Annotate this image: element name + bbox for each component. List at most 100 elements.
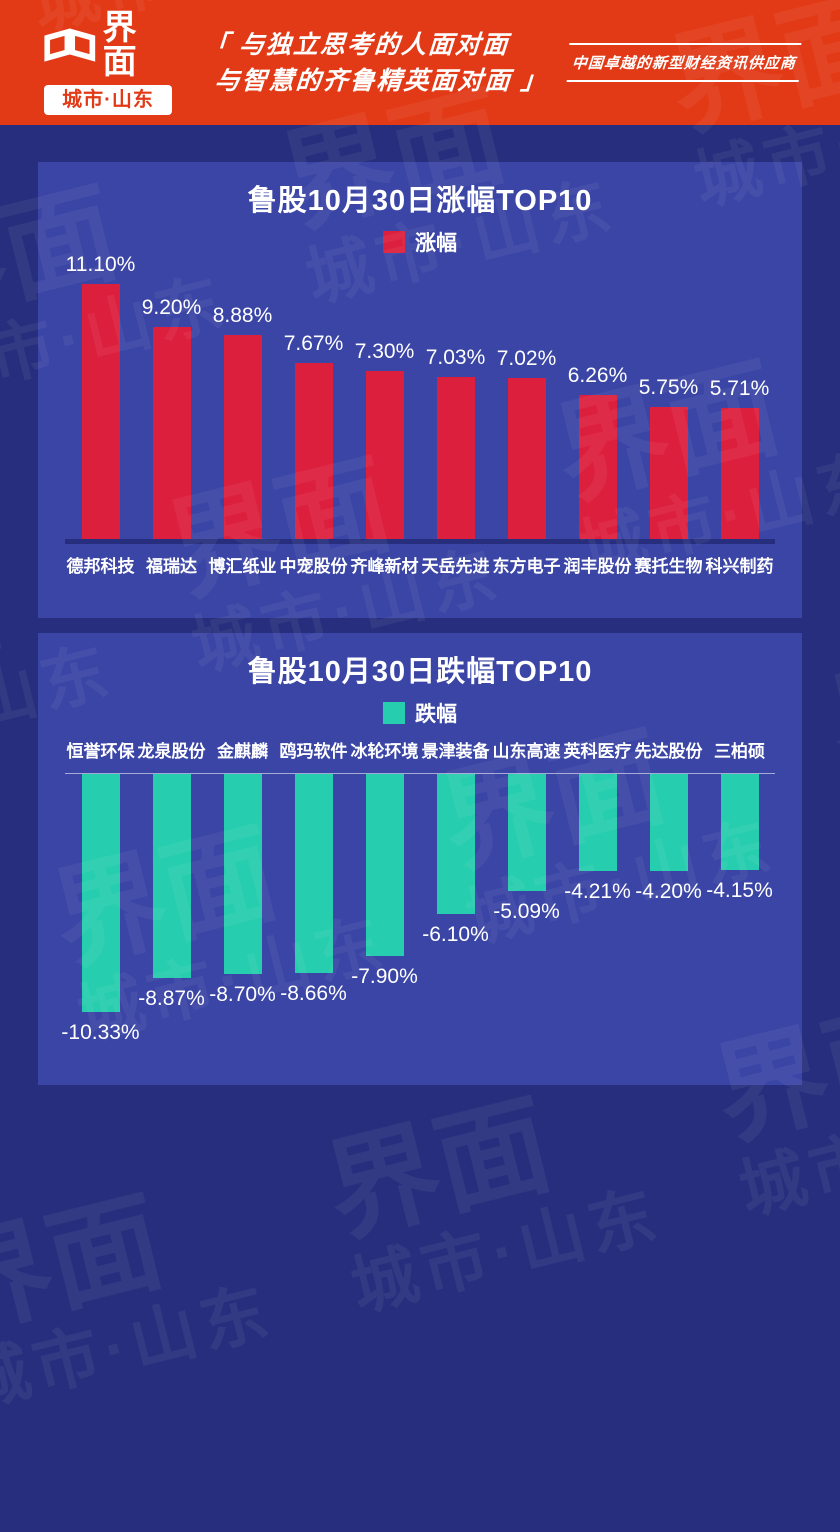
category-label: 赛托生物 xyxy=(634,557,703,576)
category-label: 中宠股份 xyxy=(279,557,348,576)
bar-value-label: 6.26% xyxy=(567,364,628,387)
tagline-line2: 与智慧的齐鲁精英面对面 」 xyxy=(213,66,549,95)
category-label: 景津装备 xyxy=(421,742,490,761)
gainers-legend: 涨幅 xyxy=(38,230,802,255)
category-label: 德邦科技 xyxy=(66,557,135,576)
category-label: 博汇纸业 xyxy=(208,557,277,576)
bar-value-label: -4.20% xyxy=(635,879,702,903)
watermark-tile: 界面城市·山东 xyxy=(0,1177,281,1422)
bar-value-label: 7.30% xyxy=(354,340,415,364)
bar-column: 8.88% xyxy=(207,254,278,539)
bar-column: 11.10% xyxy=(65,252,136,539)
bar-value-label: 5.75% xyxy=(638,375,699,399)
logo-region-badge: 城市·山东 xyxy=(44,84,172,115)
header-slogan: 中国卓越的新型财经资讯供应商 xyxy=(566,43,802,82)
bar-column: 5.75% xyxy=(633,254,704,539)
bar xyxy=(365,371,404,539)
category-label: 福瑞达 xyxy=(146,557,197,576)
bar-value-label: 11.10% xyxy=(65,252,136,276)
bar-value-label: -5.09% xyxy=(493,900,560,924)
bar xyxy=(294,774,333,974)
gainers-legend-swatch xyxy=(383,231,405,253)
category-label: 英科医疗 xyxy=(563,742,632,761)
losers-legend: 跌幅 xyxy=(38,701,802,726)
tagline-line1: 「 与独立思考的人面对面 xyxy=(202,30,511,59)
category-label: 齐峰新材 xyxy=(350,557,419,576)
bar-value-label: -4.21% xyxy=(564,879,631,903)
bar-value-label: 7.03% xyxy=(425,346,486,370)
bar xyxy=(720,407,759,539)
watermark-tile: 界面城市·山东 xyxy=(314,1081,669,1325)
bar-column: 7.30% xyxy=(349,254,420,539)
bar-value-label: 9.20% xyxy=(141,296,202,320)
header-tagline: 「 与独立思考的人面对面 与智慧的齐鲁精英面对面 」 xyxy=(199,27,551,99)
bar xyxy=(436,774,475,915)
bar xyxy=(81,283,120,539)
bar-value-label: -8.70% xyxy=(209,983,276,1007)
category-label: 东方电子 xyxy=(492,557,561,576)
bar-column: -4.21% xyxy=(562,774,633,905)
bar-column: -10.33% xyxy=(61,774,140,1046)
losers-legend-swatch xyxy=(383,702,405,724)
losers-card: 鲁股10月30日跌幅TOP10 跌幅 恒誉环保 龙泉股份 金麒麟 鸥玛软件 冰轮环境 景津… xyxy=(38,633,802,1085)
bar xyxy=(578,774,617,871)
losers-category-row: 恒誉环保 龙泉股份 金麒麟 鸥玛软件 冰轮环境 景津装备 山东高速 英科医疗 先达股份 三柏硕 xyxy=(38,739,802,765)
category-label: 三柏硕 xyxy=(714,742,765,761)
logo-brand-text: 界面 xyxy=(102,8,138,81)
bar xyxy=(152,327,191,539)
gainers-plot: 11.10% 9.20% 8.88% 7.67% 7.30% 7.03% 7.02% 6.26… xyxy=(38,252,802,539)
bar-column: -8.70% xyxy=(207,774,278,1008)
bar-column: 7.67% xyxy=(278,254,349,539)
bar xyxy=(578,395,617,539)
page: { "header": { "logo": { "brand": "界面", "… xyxy=(0,0,840,1421)
category-label: 山东高速 xyxy=(492,742,561,761)
category-label: 冰轮环境 xyxy=(350,742,419,761)
losers-chart-title: 鲁股10月30日跌幅TOP10 xyxy=(247,656,593,688)
bar-column: -8.87% xyxy=(136,774,207,1012)
gainers-legend-label: 涨幅 xyxy=(415,232,457,255)
bar-value-label: 7.02% xyxy=(496,346,557,370)
bar xyxy=(294,362,333,539)
bar-value-label: -7.90% xyxy=(351,964,418,988)
losers-plot: -10.33% -8.87% -8.70% -8.66% -7.90% -6.10% -5.… xyxy=(38,774,802,1052)
bar-column: -4.15% xyxy=(704,774,775,904)
bar-column: -5.09% xyxy=(491,774,562,925)
losers-axis-baseline xyxy=(65,773,775,774)
category-label: 天岳先进 xyxy=(421,557,490,576)
header: 界面 城市·山东 「 与独立思考的人面对面 与智慧的齐鲁精英面对面 」 中国卓越… xyxy=(0,0,840,125)
bar-value-label: -4.15% xyxy=(706,878,773,902)
jiemian-logo: 界面 城市·山东 xyxy=(44,11,172,115)
bar-column: -8.66% xyxy=(278,774,349,1007)
bar-column: -6.10% xyxy=(420,774,491,948)
bar xyxy=(720,774,759,870)
bar-value-label: -10.33% xyxy=(61,1020,140,1044)
gainers-card: 鲁股10月30日涨幅TOP10 涨幅 11.10% 9.20% 8.88% 7.67%… xyxy=(38,162,802,618)
category-label: 科兴制药 xyxy=(705,557,774,576)
losers-legend-label: 跌幅 xyxy=(415,703,457,726)
gainers-chart-title: 鲁股10月30日涨幅TOP10 xyxy=(247,185,593,217)
category-label: 龙泉股份 xyxy=(137,742,206,761)
bar-column: 7.03% xyxy=(420,254,491,539)
bar-value-label: -8.87% xyxy=(138,987,205,1010)
bar-value-label: -8.66% xyxy=(280,982,347,1006)
bar-value-label: -6.10% xyxy=(422,923,489,947)
bar-value-label: 8.88% xyxy=(212,303,273,327)
bar xyxy=(365,774,404,956)
category-label: 润丰股份 xyxy=(563,557,632,576)
bar-column: 6.26% xyxy=(562,254,633,539)
category-label: 金麒麟 xyxy=(217,742,268,761)
category-label: 恒誉环保 xyxy=(66,742,135,761)
bar xyxy=(436,377,475,539)
bar-column: -4.20% xyxy=(633,774,704,905)
category-label: 鸥玛软件 xyxy=(279,742,348,761)
bar xyxy=(223,774,262,975)
bar xyxy=(81,774,120,1012)
bar-column: 9.20% xyxy=(136,254,207,539)
bar xyxy=(223,334,262,539)
bar-column: -7.90% xyxy=(349,774,420,990)
gainers-axis-baseline xyxy=(65,539,775,544)
bar xyxy=(152,774,191,978)
bar xyxy=(649,406,688,539)
